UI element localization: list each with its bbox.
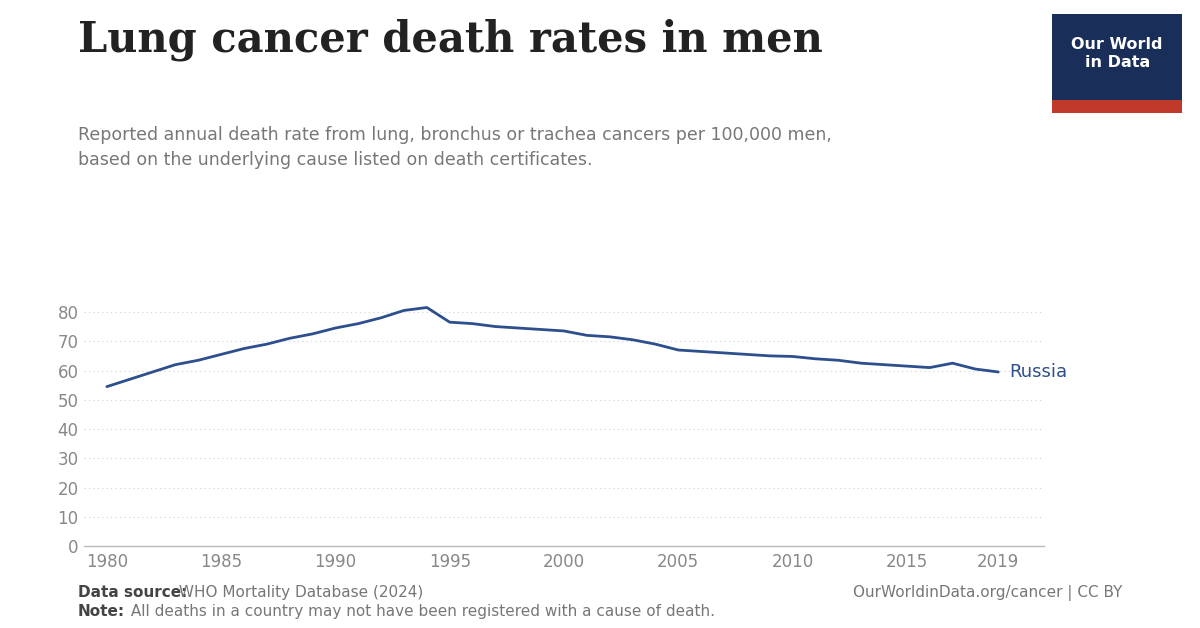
Text: Note:: Note:	[78, 604, 125, 619]
Text: Russia: Russia	[1009, 363, 1068, 381]
Text: OurWorldinData.org/cancer | CC BY: OurWorldinData.org/cancer | CC BY	[853, 585, 1122, 601]
Text: Lung cancer death rates in men: Lung cancer death rates in men	[78, 19, 823, 62]
Text: Data source:: Data source:	[78, 585, 187, 600]
Text: WHO Mortality Database (2024): WHO Mortality Database (2024)	[174, 585, 424, 600]
FancyBboxPatch shape	[1052, 14, 1182, 113]
Bar	[1052, 100, 1182, 113]
Text: All deaths in a country may not have been registered with a cause of death.: All deaths in a country may not have bee…	[126, 604, 715, 619]
Text: Reported annual death rate from lung, bronchus or trachea cancers per 100,000 me: Reported annual death rate from lung, br…	[78, 126, 832, 170]
Text: Our World
in Data: Our World in Data	[1072, 36, 1163, 70]
